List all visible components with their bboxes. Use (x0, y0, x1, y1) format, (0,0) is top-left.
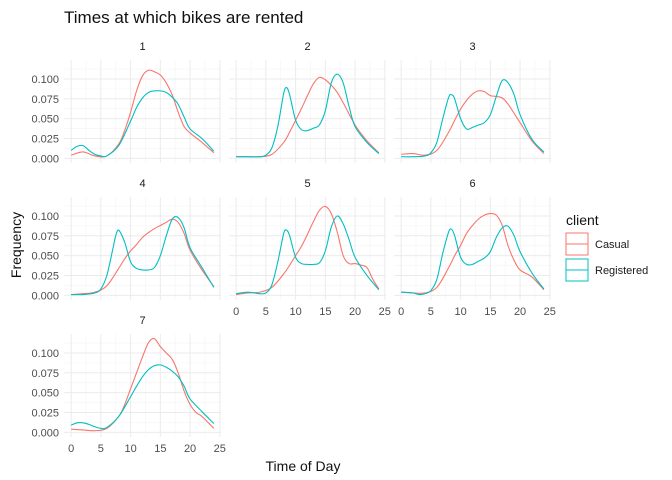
x-tick-label: 15 (154, 443, 166, 455)
density-line-registered (70, 364, 215, 430)
facet-panel-1: 1 0.000 0.025 0.050 0.075 0.100 (31, 41, 221, 165)
x-tick-label: 25 (214, 443, 226, 455)
density-line-casual (401, 213, 545, 294)
density-line-casual (401, 90, 545, 156)
x-tick-label: 5 (98, 443, 104, 455)
x-tick-label: 20 (184, 443, 196, 455)
x-tick-label: 10 (454, 306, 466, 318)
facet-strip-label: 6 (469, 178, 475, 190)
y-tick-label: 0.025 (31, 407, 59, 419)
density-line-registered (236, 73, 380, 158)
y-tick-label: 0.000 (31, 290, 59, 302)
facet-strip-label: 2 (304, 41, 310, 53)
density-line-registered (70, 90, 215, 158)
y-tick-label: 0.050 (31, 388, 59, 400)
x-tick-label: 20 (349, 306, 361, 318)
facet-strip-label: 4 (139, 178, 145, 190)
legend-item-registered: Registered (565, 258, 648, 282)
x-tick-label: 20 (514, 306, 526, 318)
legend-item-casual: Casual (565, 232, 629, 256)
y-tick-label: 0.075 (31, 231, 59, 243)
x-tick-label: 15 (319, 306, 331, 318)
y-tick-label: 0.000 (31, 427, 59, 439)
facet-strip-label: 3 (469, 41, 475, 53)
y-axis-title: Frequency (8, 212, 24, 278)
x-tick-label: 0 (233, 306, 239, 318)
legend: client Casual Registered (565, 212, 648, 282)
density-line-registered (401, 79, 545, 158)
facet-panel-6: 6 0 5 10 15 20 25 (394, 178, 556, 318)
x-tick-label: 25 (379, 306, 391, 318)
facet-panels: 1 0.000 0.025 0.050 0.075 0.100 2 3 4 0.000 0.025 0… (31, 41, 555, 455)
facet-strip-label: 5 (304, 178, 310, 190)
y-tick-label: 0.100 (31, 211, 59, 223)
y-tick-label: 0.050 (31, 114, 59, 126)
density-line-casual (236, 76, 380, 158)
density-line-casual (71, 218, 215, 296)
density-line-registered (236, 215, 380, 295)
x-tick-label: 25 (544, 306, 556, 318)
facet-panel-7: 7 0.000 0.025 0.050 0.075 0.100 0 5 10 15 20 25 (31, 315, 225, 455)
y-tick-label: 0.025 (31, 133, 59, 145)
y-tick-label: 0.100 (31, 348, 59, 360)
x-tick-label: 5 (428, 306, 434, 318)
facet-strip-label: 1 (139, 41, 145, 53)
density-line-registered (71, 216, 215, 296)
y-tick-label: 0.050 (31, 251, 59, 263)
chart-title: Times at which bikes are rented (64, 8, 303, 27)
x-tick-label: 15 (484, 306, 496, 318)
density-line-casual (71, 337, 215, 432)
density-line-casual (70, 69, 215, 158)
facet-panel-3: 3 (394, 41, 551, 163)
facet-panel-4: 4 0.000 0.025 0.050 0.075 0.100 (31, 178, 221, 302)
facet-panel-2: 2 (229, 41, 386, 163)
density-line-casual (236, 205, 380, 296)
y-tick-label: 0.025 (31, 270, 59, 282)
legend-title: client (566, 212, 599, 228)
y-tick-label: 0.075 (31, 94, 59, 106)
x-tick-label: 0 (68, 443, 74, 455)
y-tick-label: 0.000 (31, 153, 59, 165)
y-tick-label: 0.075 (31, 368, 59, 380)
facet-panel-5: 5 0 5 10 15 20 25 (229, 178, 391, 318)
legend-label: Registered (595, 265, 648, 277)
x-tick-label: 0 (398, 306, 404, 318)
x-tick-label: 10 (124, 443, 136, 455)
density-line-registered (401, 225, 545, 296)
facet-strip-label: 7 (139, 315, 145, 327)
legend-label: Casual (595, 239, 629, 251)
x-tick-label: 10 (289, 306, 301, 318)
x-tick-label: 5 (263, 306, 269, 318)
x-axis-title: Time of Day (266, 458, 341, 474)
y-tick-label: 0.100 (31, 74, 59, 86)
